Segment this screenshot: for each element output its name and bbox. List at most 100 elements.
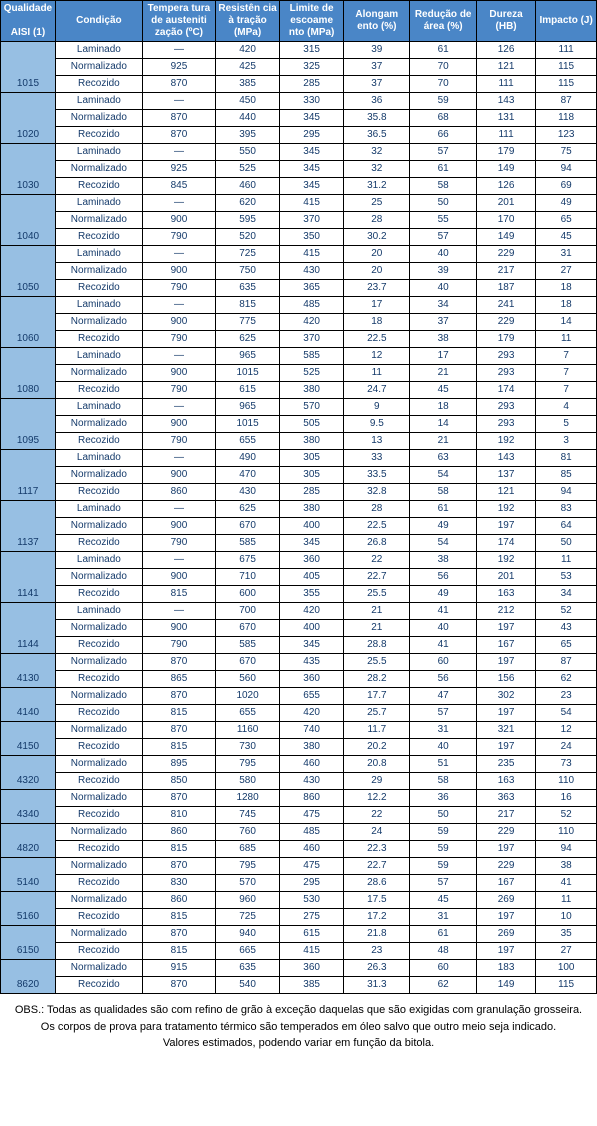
- data-cell: 285: [280, 484, 344, 501]
- data-cell: 11: [536, 892, 597, 909]
- data-cell: 49: [410, 518, 476, 535]
- data-cell: 625: [216, 331, 280, 348]
- table-row: 4140Normalizado870102065517.74730223: [1, 688, 597, 705]
- data-cell: 22.5: [344, 331, 410, 348]
- data-cell: 380: [280, 501, 344, 518]
- data-cell: 75: [536, 144, 597, 161]
- data-cell: 10: [536, 909, 597, 926]
- table-row: Normalizado90047030533.55413785: [1, 467, 597, 484]
- data-cell: 345: [280, 178, 344, 195]
- header-condicao: Condição: [55, 1, 142, 42]
- data-cell: Normalizado: [55, 161, 142, 178]
- data-cell: 40: [410, 280, 476, 297]
- table-row: Normalizado925525345326114994: [1, 161, 597, 178]
- data-cell: —: [142, 450, 215, 467]
- data-cell: 420: [280, 705, 344, 722]
- data-cell: Recozido: [55, 739, 142, 756]
- table-row: Normalizado87044034535.868131118: [1, 110, 597, 127]
- data-cell: 425: [216, 59, 280, 76]
- table-row: Recozido79052035030.25714945: [1, 229, 597, 246]
- data-cell: Normalizado: [55, 824, 142, 841]
- data-cell: 87: [536, 654, 597, 671]
- data-cell: 925: [142, 161, 215, 178]
- data-cell: 68: [410, 110, 476, 127]
- data-cell: 111: [536, 42, 597, 59]
- data-cell: Normalizado: [55, 722, 142, 739]
- data-cell: 870: [142, 926, 215, 943]
- data-cell: 710: [216, 569, 280, 586]
- table-row: Recozido79061538024.7451747: [1, 382, 597, 399]
- data-cell: 870: [142, 858, 215, 875]
- data-cell: 30.2: [344, 229, 410, 246]
- data-cell: 32: [344, 144, 410, 161]
- data-cell: 61: [410, 42, 476, 59]
- data-cell: Normalizado: [55, 960, 142, 977]
- data-cell: —: [142, 501, 215, 518]
- data-cell: 22.5: [344, 518, 410, 535]
- data-cell: 69: [536, 178, 597, 195]
- data-cell: 415: [280, 195, 344, 212]
- data-cell: 21: [344, 603, 410, 620]
- data-cell: 201: [476, 569, 535, 586]
- header-aisi-top: Qualidade: [4, 3, 52, 14]
- data-cell: 655: [216, 705, 280, 722]
- header-temp: Tempera tura de austeniti zação (ºC): [142, 1, 215, 42]
- table-row: 6150Normalizado87094061521.86126935: [1, 926, 597, 943]
- table-row: Recozido81573038020.24019724: [1, 739, 597, 756]
- data-cell: Recozido: [55, 331, 142, 348]
- data-cell: 360: [280, 960, 344, 977]
- data-cell: 550: [216, 144, 280, 161]
- data-cell: 4: [536, 399, 597, 416]
- table-row: Normalizado90067040022.54919764: [1, 518, 597, 535]
- data-cell: 795: [216, 858, 280, 875]
- data-cell: 305: [280, 450, 344, 467]
- data-cell: 235: [476, 756, 535, 773]
- aisi-cell: 5140: [1, 858, 56, 892]
- aisi-cell: 4140: [1, 688, 56, 722]
- header-rt: Resistên cia à tração (MPa): [216, 1, 280, 42]
- data-cell: 415: [280, 246, 344, 263]
- data-cell: 815: [216, 297, 280, 314]
- data-cell: 18: [410, 399, 476, 416]
- data-cell: —: [142, 42, 215, 59]
- data-cell: 675: [216, 552, 280, 569]
- data-cell: 750: [216, 263, 280, 280]
- data-cell: 59: [410, 841, 476, 858]
- data-cell: 57: [410, 705, 476, 722]
- data-cell: Normalizado: [55, 518, 142, 535]
- data-cell: 815: [142, 586, 215, 603]
- data-cell: Recozido: [55, 705, 142, 722]
- data-cell: 14: [410, 416, 476, 433]
- data-cell: Normalizado: [55, 212, 142, 229]
- header-ra: Redução de área (%): [410, 1, 476, 42]
- table-row: 4340Normalizado870128086012.23636316: [1, 790, 597, 807]
- data-cell: 28.8: [344, 637, 410, 654]
- data-cell: —: [142, 603, 215, 620]
- data-cell: 415: [280, 943, 344, 960]
- data-cell: 850: [142, 773, 215, 790]
- data-cell: 475: [280, 858, 344, 875]
- data-cell: 197: [476, 705, 535, 722]
- data-cell: 815: [142, 739, 215, 756]
- data-cell: 269: [476, 926, 535, 943]
- data-cell: 179: [476, 331, 535, 348]
- note-line-1: OBS.: Todas as qualidades são com refino…: [12, 1002, 585, 1019]
- data-cell: 110: [536, 773, 597, 790]
- data-cell: 900: [142, 467, 215, 484]
- data-cell: 560: [216, 671, 280, 688]
- data-cell: 39: [344, 42, 410, 59]
- data-cell: 22.7: [344, 858, 410, 875]
- data-cell: 49: [536, 195, 597, 212]
- data-cell: 655: [216, 433, 280, 450]
- data-cell: Recozido: [55, 535, 142, 552]
- data-cell: 430: [216, 484, 280, 501]
- table-row: Normalizado9254253253770121115: [1, 59, 597, 76]
- data-cell: Recozido: [55, 875, 142, 892]
- aisi-cell: 4820: [1, 824, 56, 858]
- data-cell: 229: [476, 246, 535, 263]
- data-cell: 38: [410, 331, 476, 348]
- table-row: 1050Laminado—725415204022931: [1, 246, 597, 263]
- data-cell: 62: [536, 671, 597, 688]
- data-cell: 295: [280, 875, 344, 892]
- data-cell: 900: [142, 620, 215, 637]
